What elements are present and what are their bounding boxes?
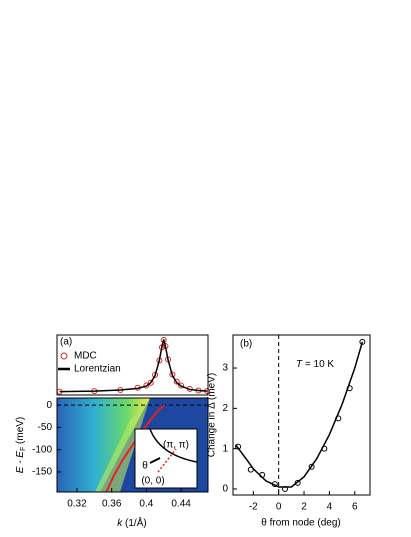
annotation-t: T: [296, 359, 303, 370]
x-tick-label: 6: [352, 502, 358, 513]
y-label: Change in Δ (meV): [207, 373, 218, 458]
legend-label: MDC: [74, 351, 97, 362]
inset-label: (π, π): [163, 440, 189, 451]
x-tick-label: 0.32: [67, 499, 87, 510]
x-label: θ from node (deg): [261, 518, 341, 529]
data-point: [147, 379, 154, 386]
data-point: [152, 372, 159, 378]
plot-frame: [56, 397, 209, 493]
y-tick-label: 2: [222, 403, 228, 414]
legend-label: Lorentzian: [74, 364, 121, 375]
legend-marker: [60, 352, 68, 360]
data-point: [143, 382, 150, 389]
y-label-unit: (meV): [15, 417, 26, 447]
x-tick-label: 0.44: [171, 499, 191, 510]
inset: (π, π) θ (0, 0): [134, 428, 198, 489]
y-tick-label: 0: [222, 484, 228, 495]
data-point: [308, 463, 315, 470]
x-tick-label: 0.4: [139, 499, 153, 510]
data-point: [173, 378, 180, 385]
y-tick-label: -100: [32, 444, 52, 455]
x-label-k: k: [117, 518, 123, 529]
y-tick-label: -50: [38, 422, 53, 433]
x-tick-label: 0.36: [102, 499, 122, 510]
inset-label: (0, 0): [141, 476, 164, 487]
data-point: [178, 382, 185, 389]
panel-label: (a): [60, 337, 72, 348]
data-line: [234, 341, 364, 488]
x-label: k (1/Å): [117, 516, 146, 529]
y-label-e: E - E: [15, 451, 26, 474]
data-point: [294, 479, 301, 486]
y-label: E - EF (meV): [15, 417, 27, 474]
x-label-rest: (1/Å): [122, 516, 146, 529]
x-tick-label: 0: [276, 502, 282, 513]
x-tick-label: 2: [301, 502, 307, 513]
x-tick-label: -2: [249, 502, 258, 513]
y-tick-label: -150: [32, 467, 52, 478]
plot-frame: [56, 334, 209, 396]
data-line: [59, 339, 208, 393]
y-label-sub: F: [20, 447, 27, 451]
inset-label: θ: [142, 461, 148, 472]
annotation-rest: = 10 K: [302, 359, 334, 370]
annotation: T = 10 K: [296, 359, 334, 370]
plot-frame: [232, 334, 371, 496]
panel-label: (b): [240, 339, 252, 350]
y-tick-label: 1: [222, 443, 228, 454]
x-tick-label: 4: [327, 502, 333, 513]
y-tick-label: 3: [222, 363, 228, 374]
y-tick-label: 0: [46, 400, 52, 411]
